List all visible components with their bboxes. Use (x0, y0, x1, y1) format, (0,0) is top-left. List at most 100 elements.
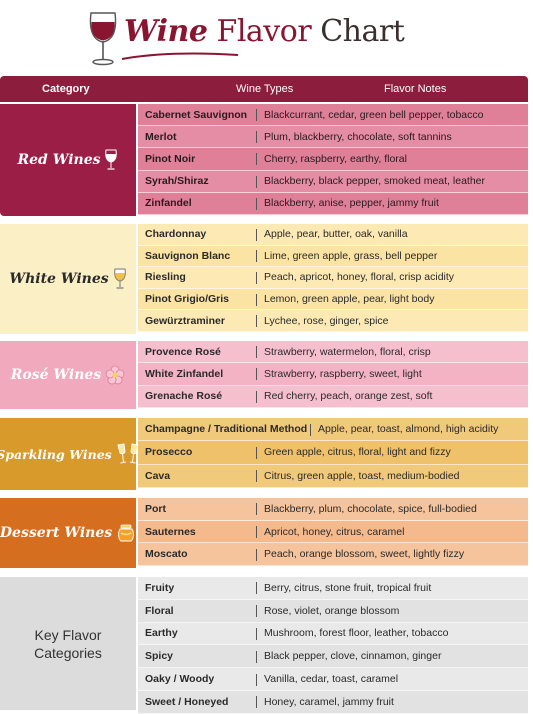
wine-type: Cava (145, 469, 171, 482)
category-label: Sparkling Wines (0, 446, 112, 462)
column-separator (256, 526, 257, 539)
wine-type: Sweet / Honeyed (145, 695, 229, 708)
section-red-wines: Red Wines Cabernet Sauvignon Blackcurrant… (0, 104, 528, 216)
column-separator (256, 175, 257, 188)
table-row: Pinot Noir Cherry, raspberry, earthy, flo… (138, 148, 528, 171)
wine-type: Moscato (145, 548, 188, 561)
column-separator (256, 228, 257, 241)
table-header: Category Wine Types Flavor Notes (0, 76, 528, 102)
column-separator (256, 627, 257, 640)
flavor-notes: Blackcurrant, cedar, green bell pepper, … (264, 108, 484, 121)
flavor-notes: Blackberry, black pepper, smoked meat, l… (264, 175, 485, 188)
column-separator (256, 605, 257, 618)
wine-type: Sauternes (145, 525, 196, 538)
category-sparkling-wines: Sparkling Wines (0, 418, 139, 490)
page-title: Wine Flavor Chart (124, 14, 405, 49)
flavor-notes: Blackberry, plum, chocolate, spice, full… (264, 502, 477, 515)
table-row: Grenache Rosé Red cherry, peach, orange z… (138, 385, 528, 408)
category-red-wines: Red Wines (0, 104, 136, 216)
column-separator (256, 271, 257, 284)
table-row: Pinot Grigio/Gris Lemon, green apple, pea… (138, 288, 528, 311)
wine-type: Port (145, 502, 166, 515)
title-word-wine: Wine (124, 14, 208, 49)
table-row: Oaky / Woody Vanilla, cedar, toast, caram… (138, 668, 528, 691)
honey-jar-icon (118, 524, 134, 542)
flavor-notes: Lychee, rose, ginger, spice (264, 314, 389, 327)
column-separator (256, 250, 257, 263)
rows-dessert-wines: Port Blackberry, plum, chocolate, spice, … (138, 498, 528, 567)
column-separator (256, 503, 257, 516)
title-word-chart: Chart (320, 14, 405, 49)
rows-white-wines: Chardonnay Apple, pear, butter, oak, vani… (138, 224, 528, 332)
section-rose-wines: Rosé Wines Provence Rosé Strawberry, wate… (0, 341, 528, 409)
category-rose-wines: Rosé Wines (0, 341, 136, 409)
flavor-notes: Mushroom, forest floor, leather, tobacco (264, 627, 449, 640)
wine-type: Champagne / Traditional Method (145, 423, 308, 436)
table-row: Earthy Mushroom, forest floor, leather, t… (138, 622, 528, 646)
table-row: Spicy Black pepper, clove, cinnamon, ging… (138, 645, 528, 669)
wine-type: Syrah/Shiraz (145, 175, 209, 188)
table-row: Cava Citrus, green apple, toast, medium-b… (138, 464, 528, 488)
title-area: Wine Flavor Chart (0, 0, 533, 74)
column-separator (256, 197, 257, 210)
wine-type: Earthy (145, 627, 178, 640)
column-separator (256, 368, 257, 381)
table-row: Moscato Peach, orange blossom, sweet, lig… (138, 543, 528, 567)
table-row: Chardonnay Apple, pear, butter, oak, vani… (138, 224, 528, 246)
wine-type: Gewürztraminer (145, 314, 225, 327)
header-wine-types: Wine Types (236, 83, 294, 95)
wine-type: Oaky / Woody (145, 673, 215, 686)
header-flavor-notes: Flavor Notes (384, 83, 447, 95)
table-row: Prosecco Green apple, citrus, floral, lig… (138, 441, 528, 465)
column-separator (256, 582, 257, 595)
wine-type: Fruity (145, 581, 175, 594)
category-key-flavor: Key Flavor Categories (0, 577, 136, 710)
column-separator (256, 548, 257, 561)
section-sparkling-wines: Sparkling Wines Champagne / Traditional … (0, 418, 528, 490)
flavor-notes: Citrus, green apple, toast, medium-bodie… (264, 469, 460, 482)
wine-type: Riesling (145, 271, 186, 284)
table-row: Sauternes Apricot, honey, citrus, caramel (138, 520, 528, 544)
wine-type: Pinot Grigio/Gris (145, 293, 230, 306)
column-separator (256, 696, 257, 709)
column-separator (256, 673, 257, 686)
flavor-notes: Apple, pear, butter, oak, vanilla (264, 228, 408, 241)
flavor-notes: Peach, apricot, honey, floral, crisp aci… (264, 271, 455, 284)
column-separator (310, 423, 311, 436)
title-word-flavor: Flavor (216, 14, 312, 49)
category-label: Dessert Wines (0, 525, 113, 541)
wine-type: Floral (145, 604, 174, 617)
wine-type: Spicy (145, 650, 174, 663)
wine-type: Cabernet Sauvignon (145, 108, 248, 121)
wine-type: Provence Rosé (145, 345, 221, 358)
table-row: Syrah/Shiraz Blackberry, black pepper, sm… (138, 170, 528, 193)
column-separator (256, 315, 257, 328)
flavor-notes: Plum, blackberry, chocolate, soft tannin… (264, 130, 452, 143)
wine-type: Pinot Noir (145, 152, 196, 165)
table-row: Port Blackberry, plum, chocolate, spice, … (138, 498, 528, 521)
column-separator (256, 470, 257, 483)
table-row: Merlot Plum, blackberry, chocolate, soft … (138, 126, 528, 149)
table-row: Sauvignon Blanc Lime, green apple, grass,… (138, 245, 528, 268)
champagne-glasses-icon (117, 443, 139, 464)
title-swoosh (121, 52, 239, 60)
wine-glass-icon (105, 149, 118, 170)
flavor-notes: Rose, violet, orange blossom (264, 604, 400, 617)
column-separator (256, 109, 257, 122)
wine-type: White Zinfandel (145, 367, 224, 380)
table-row: Cabernet Sauvignon Blackcurrant, cedar, g… (138, 104, 528, 127)
column-separator (256, 650, 257, 663)
category-label: White Wines (9, 271, 109, 287)
flavor-notes: Apricot, honey, citrus, caramel (264, 525, 405, 538)
flavor-notes: Lemon, green apple, pear, light body (264, 293, 435, 306)
column-separator (256, 446, 257, 459)
wine-type: Grenache Rosé (145, 390, 223, 403)
rows-sparkling-wines: Champagne / Traditional Method Apple, pea… (138, 418, 528, 488)
flavor-notes: Cherry, raspberry, earthy, floral (264, 152, 407, 165)
table-row: Zinfandel Blackberry, anise, pepper, jamm… (138, 192, 528, 215)
table-row: Riesling Peach, apricot, honey, floral, c… (138, 267, 528, 289)
flavor-notes: Honey, caramel, jammy fruit (264, 695, 394, 708)
flavor-notes: Blackberry, anise, pepper, jammy fruit (264, 197, 439, 210)
flavor-notes: Strawberry, raspberry, sweet, light (264, 367, 422, 380)
column-separator (256, 293, 257, 306)
